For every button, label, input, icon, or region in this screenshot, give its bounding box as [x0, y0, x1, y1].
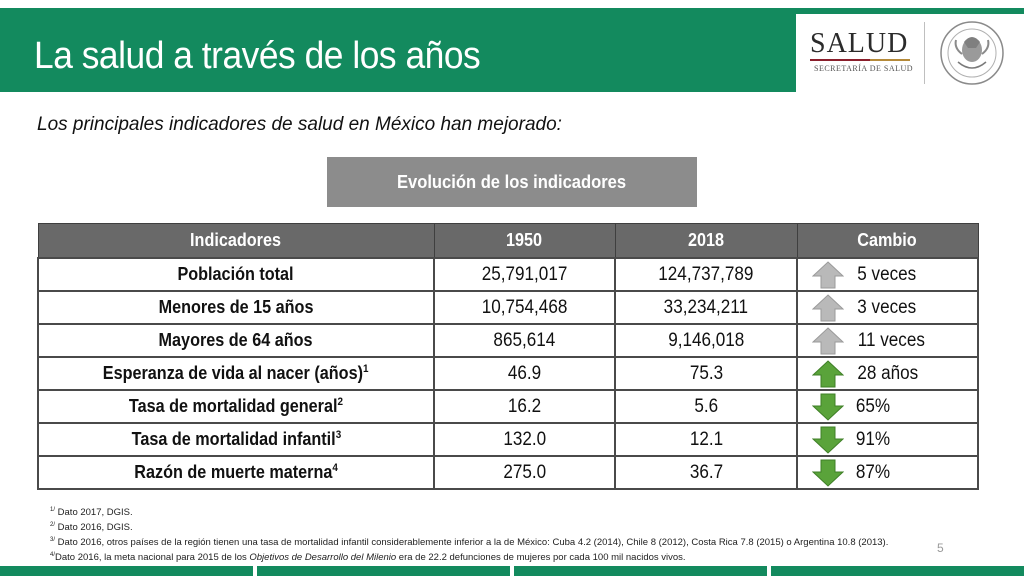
change-cell: 28 años	[796, 356, 979, 391]
value-1950: 865,614	[433, 323, 616, 358]
change-value: 28 años	[857, 363, 919, 384]
footnote-2: 2/ Dato 2016, DGIS.	[50, 522, 133, 534]
table-row: Tasa de mortalidad general2 16.2 5.6 65%	[37, 389, 979, 424]
value-1950: 132.0	[433, 422, 616, 457]
change-cell: 65%	[796, 389, 979, 424]
change-value: 5 veces	[857, 264, 917, 285]
indicator-label: Esperanza de vida al nacer (años)1	[37, 356, 435, 391]
brand-underline	[810, 59, 910, 61]
bottom-bar-segment	[0, 566, 253, 576]
change-cell: 5 veces	[796, 257, 979, 292]
arrow-down-green-icon	[812, 393, 844, 421]
change-value: 91%	[855, 429, 891, 450]
value-1950: 275.0	[433, 455, 616, 490]
indicator-label: Tasa de mortalidad infantil3	[37, 422, 435, 457]
change-cell: 3 veces	[796, 290, 979, 325]
arrow-down-green-icon	[812, 426, 844, 454]
table-row: Tasa de mortalidad infantil3 132.0 12.1 91%	[37, 422, 979, 457]
value-1950: 25,791,017	[433, 257, 616, 292]
change-value: 3 veces	[857, 297, 917, 318]
brand-divider	[924, 22, 925, 84]
indicator-label: Tasa de mortalidad general2	[37, 389, 435, 424]
table-row: Razón de muerte materna4 275.0 36.7 87%	[37, 455, 979, 490]
value-1950: 10,754,468	[433, 290, 616, 325]
indicator-label: Población total	[37, 257, 435, 292]
change-cell: 87%	[796, 455, 979, 490]
bottom-bar-segment	[514, 566, 767, 576]
indicator-label: Mayores de 64 años	[37, 323, 435, 358]
national-seal-icon	[940, 21, 1004, 85]
subtitle: Los principales indicadores de salud en …	[37, 114, 562, 135]
brand-name: SALUD	[810, 28, 909, 59]
indicator-label: Menores de 15 años	[37, 290, 435, 325]
arrow-up-gray-icon	[812, 261, 844, 289]
value-1950: 46.9	[433, 356, 616, 391]
change-value: 11 veces	[857, 330, 925, 351]
page-number: 5	[937, 541, 944, 555]
value-2018: 36.7	[614, 455, 798, 490]
footnote-4: 4/Dato 2016, la meta nacional para 2015 …	[50, 552, 686, 564]
header-indicadores: Indicadores	[37, 223, 435, 259]
arrow-up-gray-icon	[812, 327, 844, 355]
value-2018: 75.3	[614, 356, 798, 391]
bottom-bar	[0, 566, 1024, 576]
value-2018: 9,146,018	[614, 323, 798, 358]
change-cell: 91%	[796, 422, 979, 457]
section-label: Evolución de los indicadores	[397, 171, 627, 192]
page-title: La salud a través de los años	[34, 35, 481, 77]
footnote-3: 3/ Dato 2016, otros países de la región …	[50, 537, 889, 549]
change-value: 65%	[855, 396, 891, 417]
footnote-1: 1/ Dato 2017, DGIS.	[50, 507, 133, 519]
value-2018: 124,737,789	[614, 257, 798, 292]
value-2018: 33,234,211	[614, 290, 798, 325]
footnotes: 1/ Dato 2017, DGIS. 2/ Dato 2016, DGIS. …	[50, 504, 888, 565]
brand-subtitle: SECRETARÍA DE SALUD	[814, 64, 914, 73]
arrow-up-gray-icon	[812, 294, 844, 322]
arrow-up-green-icon	[812, 360, 844, 388]
header-cambio: Cambio	[796, 223, 979, 259]
indicator-label: Razón de muerte materna4	[37, 455, 435, 490]
table-row: Mayores de 64 años 865,614 9,146,018 11 vec…	[37, 323, 979, 358]
top-margin	[0, 0, 1024, 8]
header-1950: 1950	[433, 223, 616, 259]
table-row: Esperanza de vida al nacer (años)1 46.9 75…	[37, 356, 979, 391]
value-1950: 16.2	[433, 389, 616, 424]
table-row: Población total 25,791,017 124,737,789 5 ve…	[37, 257, 979, 292]
value-2018: 12.1	[614, 422, 798, 457]
brand-logo: SALUD SECRETARÍA DE SALUD	[796, 14, 1024, 92]
arrow-down-green-icon	[812, 459, 844, 487]
section-label-box: Evolución de los indicadores	[327, 157, 697, 207]
change-value: 87%	[855, 462, 891, 483]
bottom-bar-segment	[257, 566, 510, 576]
table-row: Menores de 15 años 10,754,468 33,234,211 3 …	[37, 290, 979, 325]
header-2018: 2018	[614, 223, 798, 259]
change-cell: 11 veces	[796, 323, 979, 358]
table-header-row: Indicadores 1950 2018 Cambio	[37, 223, 979, 259]
bottom-bar-segment	[771, 566, 1024, 576]
value-2018: 5.6	[614, 389, 798, 424]
indicators-table-body: Indicadores 1950 2018 Cambio Población t…	[37, 223, 979, 490]
